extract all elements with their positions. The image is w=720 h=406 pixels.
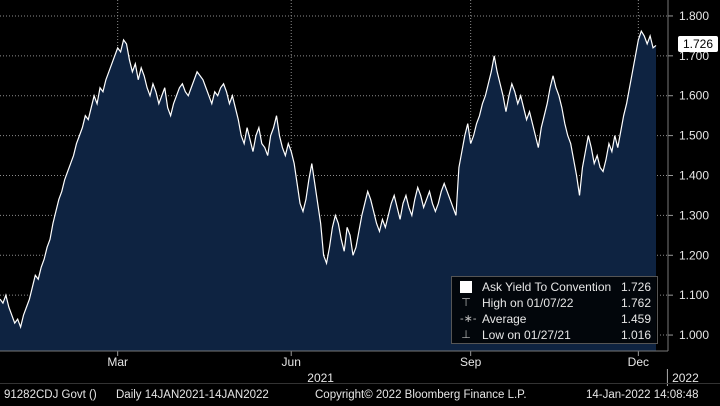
footer-timestamp: 14-Jan-2022 14:08:48 — [586, 389, 699, 401]
x-tick-label: Jun — [282, 355, 301, 369]
x-year-label: 2021 — [307, 371, 334, 385]
series-area — [0, 31, 656, 352]
footer-range: Daily 14JAN2021-14JAN2022 — [116, 389, 269, 401]
legend-high: ⊤ High on 01/07/22 1.762 — [452, 295, 657, 311]
y-tick-label: 1.500 — [679, 129, 709, 143]
legend-series-value: 1.726 — [620, 280, 651, 294]
legend-series: Ask Yield To Convention 1.726 — [452, 279, 657, 295]
y-tick-label: 1.700 — [679, 49, 709, 63]
legend-average: -∗- Average 1.459 — [452, 311, 657, 327]
legend-high-label: High on 01/07/22 — [482, 296, 574, 310]
y-tick-label: 1.800 — [679, 9, 709, 23]
legend-series-label: Ask Yield To Convention — [482, 280, 612, 294]
y-tick-label: 1.000 — [679, 328, 709, 342]
legend-high-value: 1.762 — [620, 296, 651, 310]
high-marker-icon: ⊤ — [461, 297, 471, 309]
series-line — [0, 29, 657, 330]
x-tick-label: Sep — [460, 355, 482, 369]
footer-ticker: 91282CDJ Govt () — [4, 389, 97, 401]
legend-average-label: Average — [482, 312, 527, 326]
y-tick-label: 1.400 — [679, 169, 709, 183]
legend-low: ⊥ Low on 01/27/21 1.016 — [452, 327, 657, 343]
series-swatch-icon — [460, 281, 472, 293]
y-tick-label: 1.300 — [679, 208, 709, 222]
legend-low-label: Low on 01/27/21 — [482, 328, 571, 342]
legend-average-value: 1.459 — [620, 312, 651, 326]
footer-copyright: Copyright© 2022 Bloomberg Finance L.P. — [315, 389, 527, 401]
y-tick-label: 1.100 — [679, 288, 709, 302]
y-tick-label: 1.600 — [679, 89, 709, 103]
x-year-label: 2022 — [672, 371, 699, 385]
legend-low-value: 1.016 — [620, 328, 651, 342]
x-tick-label: Dec — [628, 355, 649, 369]
x-tick-label: Mar — [107, 355, 128, 369]
y-tick-label: 1.200 — [679, 248, 709, 262]
average-marker-icon: -∗- — [460, 313, 477, 325]
chart-legend: Ask Yield To Convention 1.726 ⊤ High on … — [451, 276, 658, 344]
y-axis-ticks: 1.000 1.100 1.200 1.300 1.400 1.500 1.600 1.700… — [668, 9, 709, 342]
chart-footer: 91282CDJ Govt () Daily 14JAN2021-14JAN20… — [0, 383, 720, 406]
last-value-badge: 1.726 — [678, 36, 718, 52]
low-marker-icon: ⊥ — [461, 329, 471, 341]
x-axis-ticks: Mar Jun Sep Dec 2021 2022 — [107, 351, 699, 386]
